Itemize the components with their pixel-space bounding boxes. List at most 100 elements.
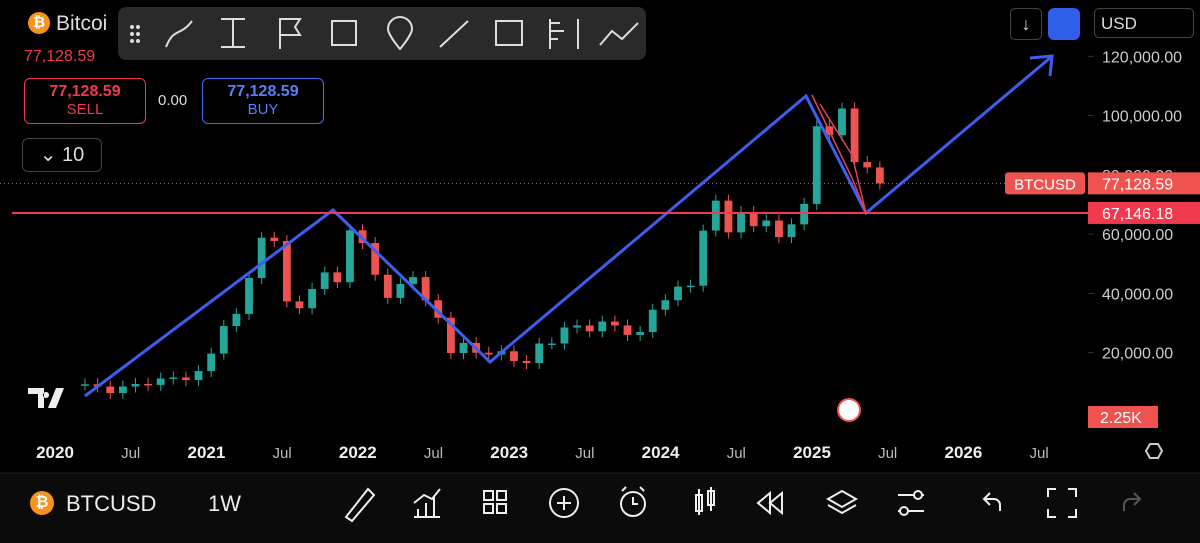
candle-body [257, 237, 266, 279]
candle-body [749, 211, 758, 227]
tv-logo [28, 388, 64, 408]
candle-body [598, 321, 607, 332]
settings-knob [899, 506, 909, 516]
drag-handle[interactable] [130, 25, 140, 43]
buy-label: BUY [247, 101, 279, 118]
undo-button[interactable] [982, 492, 1001, 511]
x-tick-label: Jul [273, 445, 292, 462]
candle-body [118, 386, 127, 394]
candle-body [699, 230, 708, 286]
flag-tool[interactable] [279, 18, 302, 49]
image-tool[interactable] [495, 20, 523, 46]
candle-body [787, 224, 796, 238]
layouts-button[interactable] [483, 490, 507, 514]
candle-body [371, 243, 380, 275]
x-tick-label: Jul [575, 445, 594, 462]
buy-price: 77,128.59 [227, 83, 299, 100]
sell-button[interactable]: 77,128.59 SELL [24, 78, 146, 124]
rect-tool[interactable] [331, 20, 357, 46]
candle-body [850, 108, 859, 163]
candle-body [762, 220, 771, 227]
candle-body [333, 272, 342, 283]
fullscreen-button[interactable] [1047, 488, 1077, 518]
x-tick-label: 2021 [187, 443, 225, 462]
add-button[interactable] [549, 488, 579, 518]
drawing-toolbar [118, 7, 646, 60]
y-tick-label: 120,000.00 [1102, 49, 1182, 66]
candle-body [686, 285, 695, 288]
symbol-icon: ₿ [28, 12, 50, 34]
trend-drawing [84, 56, 1051, 398]
last-price-label: 77,128.59 [1102, 176, 1173, 193]
chart-type-button[interactable] [695, 487, 715, 515]
level-label: 67,146.18 [1102, 206, 1173, 223]
draw-button[interactable] [344, 487, 376, 523]
x-tick-label: Jul [424, 445, 443, 462]
candle-body [875, 167, 884, 184]
candle-body [421, 277, 430, 301]
buy-button[interactable]: 77,128.59 BUY [202, 78, 324, 124]
fib-tool[interactable] [549, 19, 579, 49]
x-tick-label: 2026 [944, 443, 982, 462]
candle-body [156, 378, 165, 385]
volume-tag [1088, 406, 1158, 428]
alert-button[interactable] [620, 486, 646, 517]
measure-tool[interactable] [221, 18, 245, 48]
candle-body [623, 325, 632, 335]
candle-body [636, 331, 645, 335]
x-tick-label: Jul [727, 445, 746, 462]
indicators-button[interactable] [413, 488, 441, 518]
download-button[interactable]: ↓ [1010, 8, 1042, 40]
y-tick-label: 40,000.00 [1102, 286, 1173, 303]
objects-button[interactable] [825, 489, 859, 515]
candle-body [724, 200, 733, 233]
currency-select[interactable]: USD [1094, 8, 1194, 38]
candle-body [800, 203, 809, 225]
current-price: 77,128.59 [24, 48, 96, 65]
settings-knob [913, 490, 923, 500]
line-tool[interactable] [439, 20, 469, 48]
x-tick-label: Jul [121, 445, 140, 462]
arrow-head [1029, 54, 1054, 77]
candle-body [308, 288, 317, 309]
interval[interactable]: 1W [208, 491, 241, 516]
pin-tool[interactable] [386, 16, 414, 51]
bottom-toolbar [344, 486, 1142, 523]
sell-label: SELL [66, 101, 104, 118]
curve-tool[interactable] [165, 20, 193, 48]
spread: 0.00 [158, 92, 188, 109]
candle-body [522, 361, 531, 364]
candle-body [245, 278, 253, 314]
toolbar-icons [130, 16, 639, 51]
quantity-selector[interactable]: ⌄ 10 [22, 138, 102, 172]
candle-body [194, 371, 203, 381]
redo-button[interactable] [1123, 492, 1142, 511]
candle-body [737, 211, 745, 233]
candle-body [232, 313, 241, 327]
x-tick-label: 2025 [793, 443, 831, 462]
candle-body [775, 220, 783, 238]
path-tool[interactable] [599, 22, 639, 46]
candle-body [674, 286, 682, 301]
candle-body [812, 126, 821, 204]
sell-price: 77,128.59 [49, 83, 121, 100]
level-tag [1088, 201, 1200, 224]
candle-body [131, 383, 140, 387]
y-tick-label: 20,000.00 [1102, 346, 1173, 363]
bottom-symbol[interactable]: BTCUSD [66, 491, 157, 516]
last-price-tag [1088, 172, 1200, 195]
replay-button[interactable] [756, 490, 783, 516]
candle-body [219, 326, 228, 354]
candle-body [535, 343, 544, 364]
symbol-name: Bitcoi [56, 12, 108, 35]
event-flag [837, 398, 861, 422]
sync-button[interactable] [1048, 8, 1080, 40]
candle-body [585, 325, 594, 332]
candle-body [510, 351, 518, 362]
candle-body [182, 377, 190, 381]
candle-body [838, 108, 846, 136]
candle-body [396, 283, 405, 298]
candle-body [320, 272, 329, 289]
